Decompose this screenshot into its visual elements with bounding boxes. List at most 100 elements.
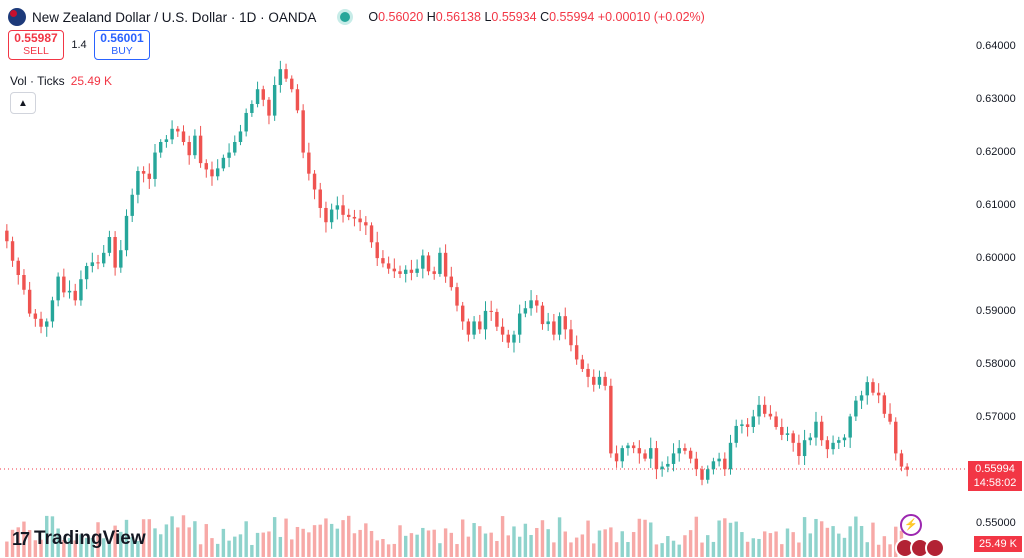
- volume-bar: [164, 524, 169, 557]
- volume-bar: [666, 536, 670, 557]
- candle-body: [369, 225, 374, 243]
- candle-body: [683, 448, 687, 451]
- candle-body: [56, 276, 60, 301]
- volume-bar: [45, 515, 49, 557]
- volume-bar: [267, 531, 271, 557]
- market-status-icon[interactable]: [340, 12, 351, 22]
- candle-body: [592, 376, 596, 385]
- candle-body: [67, 290, 72, 293]
- volume-bar: [124, 519, 129, 557]
- volume-bar: [506, 535, 510, 557]
- candle-body: [386, 263, 391, 269]
- candle-body: [381, 258, 385, 264]
- high-value: 0.56138: [435, 10, 481, 24]
- candle-body: [888, 413, 892, 422]
- volume-legend[interactable]: Vol · Ticks 25.49 K: [10, 74, 112, 88]
- candle-body: [842, 437, 847, 441]
- volume-bar: [255, 532, 260, 557]
- volume-bar: [517, 536, 522, 557]
- candle-body: [643, 453, 647, 459]
- volume-bar: [888, 544, 892, 557]
- candle-body: [364, 222, 368, 226]
- candle-body: [557, 316, 562, 335]
- candle-body: [290, 78, 294, 90]
- candle-body: [905, 466, 909, 470]
- candle-body: [62, 276, 66, 293]
- volume-bar: [489, 532, 493, 557]
- candle-body: [141, 171, 146, 174]
- candle-body: [449, 276, 454, 288]
- candle-body: [5, 230, 9, 242]
- candle-body: [649, 448, 653, 459]
- volume-bar: [620, 531, 624, 557]
- volume-bar: [158, 534, 163, 557]
- volume-bar: [762, 531, 767, 557]
- open-value: 0.56020: [378, 10, 424, 24]
- collapse-legend-button[interactable]: ▲: [10, 92, 36, 114]
- volume-bar: [22, 521, 26, 557]
- candle-body: [762, 404, 767, 414]
- volume-bar: [215, 543, 220, 557]
- candle-body: [398, 271, 402, 274]
- price-chart[interactable]: [0, 0, 968, 557]
- candle-body: [16, 260, 20, 275]
- candle-body: [688, 450, 693, 459]
- volume-bar: [404, 535, 408, 557]
- candle-body: [27, 289, 32, 314]
- volume-bar: [597, 530, 602, 557]
- lightning-icon[interactable]: ⚡: [900, 514, 922, 536]
- candle-body: [825, 440, 830, 450]
- volume-bar: [569, 542, 573, 557]
- buy-label: BUY: [111, 45, 133, 57]
- candle-body: [443, 252, 448, 277]
- volume-bar: [574, 537, 579, 557]
- candle-body: [107, 237, 112, 253]
- volume-bar: [50, 516, 55, 557]
- candle-body: [255, 89, 260, 104]
- candle-body: [204, 163, 208, 170]
- volume-bar: [358, 529, 362, 557]
- events-flags[interactable]: [895, 538, 945, 558]
- candle-body: [335, 205, 340, 210]
- volume-bar: [837, 533, 841, 557]
- symbol-title[interactable]: New Zealand Dollar / U.S. Dollar · 1D · …: [32, 9, 317, 25]
- candle-body: [415, 268, 419, 273]
- volume-bar: [825, 527, 830, 557]
- candle-body: [358, 218, 362, 223]
- candle-body: [119, 250, 123, 268]
- volume-bar: [745, 541, 750, 557]
- last-price-value: 0.55994: [975, 463, 1015, 475]
- tradingview-logo[interactable]: 17 TradingView: [12, 528, 146, 550]
- candle-body: [814, 421, 818, 438]
- volume-bar: [290, 539, 294, 557]
- volume-bar: [307, 532, 311, 557]
- candle-body: [631, 445, 636, 449]
- volume-bar: [193, 521, 197, 557]
- buy-button[interactable]: 0.56001 BUY: [94, 30, 150, 60]
- candle-body: [865, 382, 869, 396]
- candle-body: [711, 461, 716, 470]
- volume-bar: [369, 530, 374, 557]
- volume-bar: [33, 540, 38, 557]
- candle-body: [797, 442, 801, 457]
- volume-bar: [278, 536, 283, 557]
- candle-body: [73, 290, 77, 301]
- candle-body: [660, 466, 664, 470]
- sell-button[interactable]: 0.55987 SELL: [8, 30, 64, 60]
- candle-body: [124, 215, 129, 251]
- last-price-tag[interactable]: 0.55994 14:58:02: [968, 461, 1022, 491]
- volume-bar: [631, 532, 636, 557]
- candle-body: [187, 142, 191, 156]
- candle-body: [848, 416, 852, 438]
- volume-bar: [882, 536, 887, 557]
- volume-bar: [751, 538, 756, 557]
- volume-bar: [170, 516, 174, 557]
- candle-body: [626, 445, 630, 449]
- open-key: O: [368, 10, 379, 24]
- volume-bar: [649, 522, 653, 557]
- volume-bar: [198, 544, 203, 557]
- candle-body: [706, 469, 710, 480]
- volume-bar: [432, 529, 436, 557]
- candle-body: [780, 427, 784, 435]
- volume-bar: [734, 521, 738, 557]
